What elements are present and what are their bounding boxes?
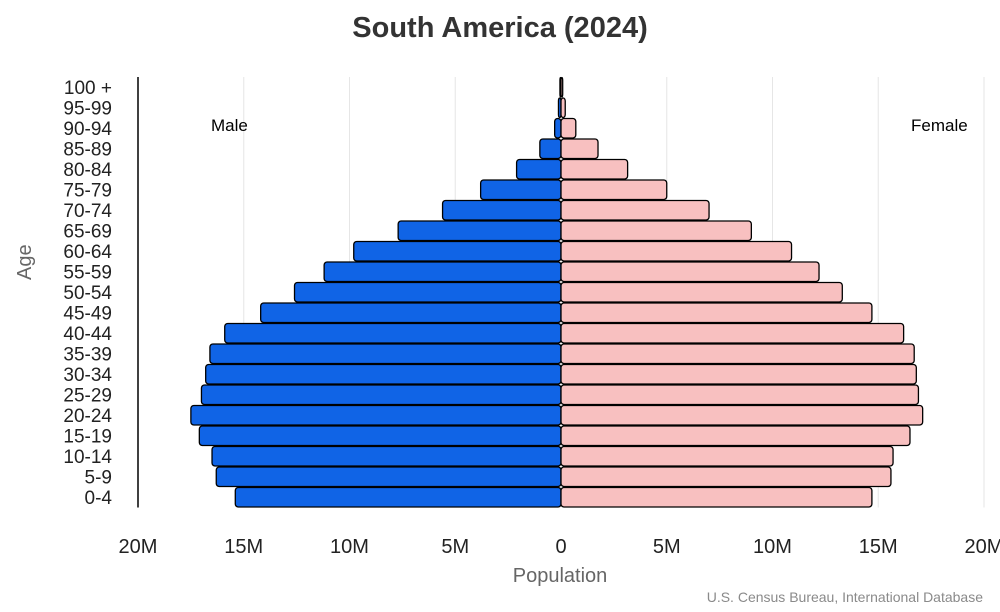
bar-male-15-19 (198, 425, 562, 447)
y-tick-label: 95-99 (63, 98, 112, 119)
y-tick-label: 85-89 (63, 139, 112, 160)
bar-male-30-34 (205, 363, 562, 385)
bar-female-5-9 (560, 466, 892, 488)
y-tick-label: 60-64 (63, 242, 112, 263)
bar-male-75-79 (479, 179, 562, 201)
bar-female-0-4 (560, 486, 873, 508)
y-tick-labels: 100 +95-9990-9485-8980-8475-7970-7465-69… (63, 78, 112, 509)
bar-female-80-84 (560, 158, 629, 180)
source-note: U.S. Census Bureau, International Databa… (706, 589, 983, 605)
y-tick-label: 90-94 (63, 119, 112, 140)
x-tick-label: 0 (555, 536, 566, 558)
bar-male-70-74 (441, 199, 562, 221)
bar-female-65-69 (560, 220, 753, 242)
bar-female-35-39 (560, 343, 915, 365)
y-tick-label: 75-79 (63, 180, 112, 201)
bar-female-75-79 (560, 179, 668, 201)
male-side-label: Male (211, 116, 248, 135)
bar-male-20-24 (190, 404, 562, 426)
bar-female-95-99 (560, 97, 566, 119)
y-tick-label: 15-19 (63, 426, 112, 447)
y-tick-label: 20-24 (63, 406, 112, 427)
chart-title: South America (2024) (352, 12, 648, 44)
y-tick-label: 0-4 (85, 488, 113, 509)
bar-male-45-49 (260, 302, 562, 324)
x-tick-label: 20M (119, 536, 158, 558)
bar-female-40-44 (560, 322, 905, 344)
y-tick-label: 40-44 (63, 324, 112, 345)
y-tick-label: 55-59 (63, 262, 112, 283)
bar-female-70-74 (560, 199, 710, 221)
bar-male-60-64 (353, 240, 562, 262)
bar-female-25-29 (560, 384, 920, 406)
bar-female-45-49 (560, 302, 873, 324)
x-tick-label: 15M (224, 536, 263, 558)
x-tick-labels: 20M 15M 10M 5M 0 5M 10M 15M 20M (119, 536, 1000, 558)
bar-male-40-44 (224, 322, 562, 344)
x-tick-label: 5M (653, 536, 681, 558)
x-tick-label: 10M (330, 536, 369, 558)
bar-female-30-34 (560, 363, 917, 385)
bar-female-90-94 (560, 117, 577, 139)
bar-male-85-89 (539, 138, 562, 160)
bar-male-90-94 (554, 117, 562, 139)
y-tick-label: 50-54 (63, 283, 112, 304)
y-axis-title: Age (14, 244, 36, 280)
bar-female-10-14 (560, 445, 894, 467)
bar-male-10-14 (211, 445, 562, 467)
x-tick-label: 20M (965, 536, 1000, 558)
bar-male-0-4 (234, 486, 562, 508)
bar-female-85-89 (560, 138, 599, 160)
y-tick-label: 100 + (64, 78, 112, 99)
bar-male-65-69 (397, 220, 562, 242)
y-tick-label: 25-29 (63, 385, 112, 406)
bar-male-80-84 (515, 158, 562, 180)
y-tick-label: 45-49 (63, 303, 112, 324)
y-tick-label: 70-74 (63, 201, 112, 222)
y-tick-label: 65-69 (63, 221, 112, 242)
bar-female-20-24 (560, 404, 924, 426)
x-tick-label: 15M (859, 536, 898, 558)
bar-female-15-19 (560, 425, 911, 447)
bar-male-50-54 (293, 281, 562, 303)
y-tick-label: 5-9 (85, 467, 112, 488)
bar-male-25-29 (200, 384, 562, 406)
y-tick-label: 35-39 (63, 344, 112, 365)
bars (190, 76, 924, 508)
bar-female-60-64 (560, 240, 793, 262)
bar-male-35-39 (209, 343, 562, 365)
bar-male-55-59 (323, 261, 562, 283)
x-tick-label: 5M (441, 536, 469, 558)
bar-female-55-59 (560, 261, 820, 283)
female-side-label: Female (911, 116, 968, 135)
y-tick-label: 10-14 (63, 447, 112, 468)
y-tick-label: 80-84 (63, 160, 112, 181)
bar-female-50-54 (560, 281, 843, 303)
x-tick-label: 10M (753, 536, 792, 558)
x-axis-title: Population (512, 565, 608, 587)
bar-female-100 (560, 76, 564, 98)
bar-male-5-9 (215, 466, 562, 488)
y-tick-label: 30-34 (63, 365, 112, 386)
